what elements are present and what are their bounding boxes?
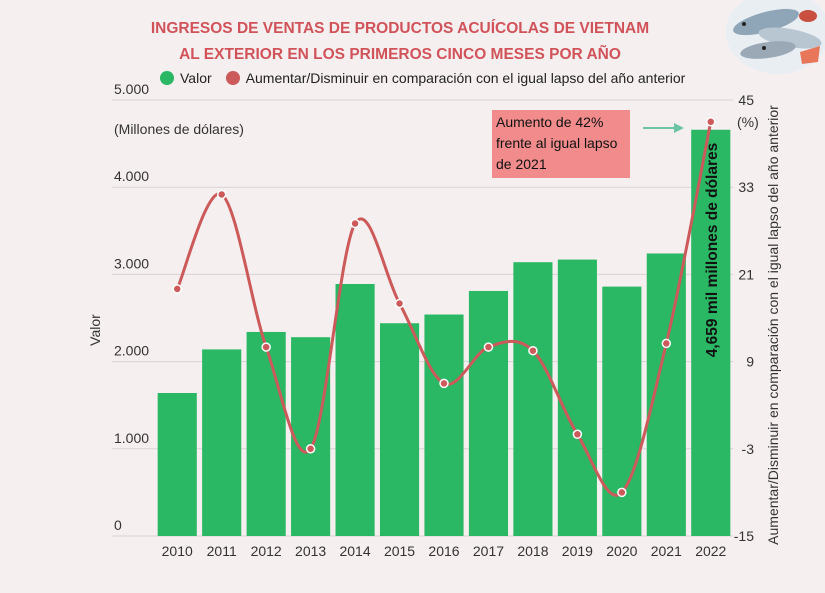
left-axis-ticks: 0 1.000 2.000 3.000 4.000 5.000 — [114, 81, 149, 533]
x-tick-label: 2013 — [295, 543, 326, 559]
change-point-2019 — [572, 429, 583, 440]
right-tick-label: 33 — [738, 179, 754, 195]
right-tick-label: 21 — [738, 266, 754, 282]
right-tick-label: 45 — [738, 92, 754, 108]
callout-arrow-head — [674, 123, 684, 133]
left-tick-label: 3.000 — [114, 255, 149, 271]
right-axis-title: Aumentar/Disminuir en comparación con el… — [765, 105, 781, 545]
right-axis-unit: (%) — [737, 114, 759, 130]
left-axis-unit: (Millones de dólares) — [114, 121, 244, 137]
legend-label-valor: Valor — [180, 70, 212, 86]
fish-seafood-photo-icon — [726, 0, 825, 74]
bar-2017 — [468, 290, 509, 536]
x-tick-label: 2022 — [695, 543, 726, 559]
x-tick-label: 2017 — [473, 543, 504, 559]
change-point-2010 — [172, 284, 182, 294]
x-tick-label: 2020 — [606, 543, 637, 559]
change-point-2020 — [617, 487, 627, 498]
bar-2019 — [557, 259, 597, 536]
legend-label-change: Aumentar/Disminuir en comparación con el… — [245, 70, 686, 86]
change-point-2012 — [261, 342, 271, 352]
bar-2018 — [513, 262, 553, 536]
legend-item-change: Aumentar/Disminuir en comparación con el… — [225, 70, 686, 86]
bar-2010 — [157, 392, 197, 536]
bar-2022-value-label: 4,659 mil millones de dólares — [704, 142, 721, 358]
bar-2011 — [202, 349, 242, 536]
x-tick-label: 2016 — [428, 543, 459, 559]
x-tick-label: 2010 — [162, 543, 193, 559]
x-axis-ticks: 2010 2011 2012 2013 2014 2015 2016 2017 2018 2019… — [162, 543, 727, 559]
bar-2016 — [424, 314, 464, 536]
legend-item-valor: Valor — [160, 70, 212, 86]
legend-swatch-bar — [160, 71, 174, 85]
callout-line3: de 2021 — [496, 156, 547, 172]
chart-title: INGRESOS DE VENTAS DE PRODUCTOS ACUÍCOLA… — [90, 16, 710, 68]
change-point-2014 — [350, 218, 360, 229]
left-tick-label: 2.000 — [114, 343, 149, 359]
change-point-2021 — [661, 338, 672, 349]
left-tick-label: 0 — [114, 517, 122, 533]
change-point-2022 — [706, 117, 716, 127]
right-axis-ticks: -15 -3 9 21 33 45 — [734, 92, 754, 544]
legend: Valor Aumentar/Disminuir en comparación … — [160, 70, 699, 86]
bar-2021 — [646, 253, 686, 537]
change-points — [172, 117, 716, 498]
change-point-2011 — [216, 189, 227, 200]
chart-title-line1: INGRESOS DE VENTAS DE PRODUCTOS ACUÍCOLA… — [150, 20, 650, 37]
x-tick-label: 2011 — [207, 543, 237, 559]
left-tick-label: 4.000 — [114, 168, 149, 184]
callout-line1: Aumento de 42% — [496, 114, 604, 130]
bar-2014 — [335, 283, 375, 536]
right-tick-label: -3 — [742, 441, 755, 457]
left-axis-title: Valor — [87, 314, 103, 346]
bar-series — [157, 129, 731, 537]
x-tick-label: 2015 — [384, 543, 415, 559]
right-tick-label: -15 — [734, 528, 754, 544]
left-tick-label: 5.000 — [114, 81, 149, 97]
x-tick-label: 2018 — [517, 543, 548, 559]
x-tick-label: 2019 — [562, 543, 593, 559]
left-tick-label: 1.000 — [114, 430, 149, 446]
bar-2020 — [602, 286, 642, 536]
change-point-2018 — [528, 345, 538, 356]
change-point-2017 — [483, 342, 494, 352]
callout-line2: frente al igual lapso — [496, 135, 618, 151]
change-point-2015 — [394, 298, 405, 309]
legend-swatch-line — [225, 71, 240, 85]
change-point-2013 — [305, 444, 316, 454]
bar-2012 — [246, 331, 286, 536]
bar-2013 — [291, 337, 331, 536]
x-tick-label: 2021 — [651, 543, 682, 559]
change-point-2016 — [439, 378, 449, 389]
chart-title-line2: AL EXTERIOR EN LOS PRIMEROS CINCO MESES … — [179, 46, 621, 63]
x-tick-label: 2014 — [339, 543, 370, 559]
bar-2015 — [379, 323, 420, 536]
x-tick-label: 2012 — [251, 543, 282, 559]
increase-callout: Aumento de 42% frente al igual lapso de … — [492, 110, 630, 178]
right-tick-label: 9 — [746, 354, 754, 370]
